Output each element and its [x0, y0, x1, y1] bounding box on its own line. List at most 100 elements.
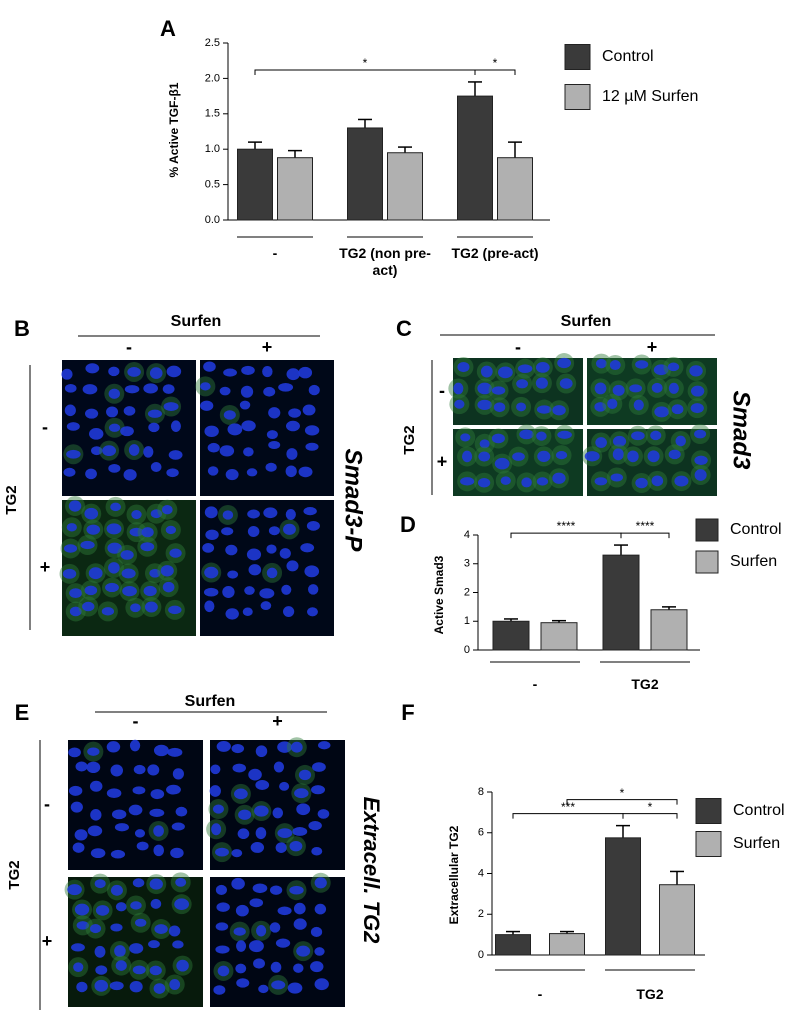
micrograph	[210, 872, 345, 1007]
nucleus	[512, 452, 525, 461]
significance-bracket	[620, 532, 670, 539]
nucleus	[460, 433, 471, 442]
nucleus	[266, 430, 278, 440]
nucleus	[85, 468, 97, 480]
bar	[549, 933, 585, 956]
panel-label: A	[160, 16, 176, 41]
nucleus	[144, 601, 158, 613]
stain-label: Smad3-P	[340, 449, 367, 553]
nucleus	[292, 827, 308, 836]
nucleus	[94, 945, 106, 958]
nucleus	[312, 762, 326, 772]
nucleus	[68, 500, 82, 512]
micrograph	[59, 496, 196, 636]
nucleus	[667, 362, 680, 372]
nucleus	[255, 827, 267, 840]
nucleus	[64, 404, 76, 417]
legend-label: Control	[602, 48, 654, 65]
legend-swatch	[695, 831, 722, 857]
nucleus	[647, 450, 660, 463]
nucleus	[129, 739, 141, 752]
nucleus	[69, 588, 83, 599]
nucleus	[310, 961, 324, 973]
nucleus	[304, 565, 320, 578]
nucleus	[552, 405, 566, 416]
nucleus	[610, 473, 623, 482]
nucleus	[282, 606, 295, 617]
nucleus	[203, 361, 216, 372]
nucleus	[88, 567, 103, 580]
stain-label: Extracell. TG2	[359, 797, 384, 945]
nucleus	[277, 906, 292, 916]
nucleus	[200, 400, 214, 411]
nucleus	[298, 366, 313, 379]
column-label: -	[515, 337, 521, 357]
nucleus	[612, 435, 627, 447]
nucleus	[535, 362, 550, 373]
y-tick-label: 1.5	[205, 108, 220, 120]
nucleus	[612, 384, 625, 396]
nucleus	[63, 544, 78, 553]
micrograph-bg	[453, 429, 583, 496]
nucleus	[594, 477, 608, 486]
nucleus	[296, 803, 311, 816]
nucleus	[269, 922, 281, 933]
nucleus	[210, 764, 221, 775]
nucleus	[161, 505, 173, 515]
nucleus	[162, 581, 175, 593]
legend-label: Surfen	[730, 553, 777, 570]
significance-label: ***	[561, 800, 575, 814]
nucleus	[111, 809, 127, 820]
nucleus	[298, 769, 312, 781]
nucleus	[216, 740, 231, 752]
x-tick-label: -	[537, 986, 543, 1002]
nucleus	[69, 606, 82, 617]
nucleus	[314, 877, 327, 889]
nucleus	[555, 451, 568, 460]
nucleus	[275, 938, 291, 948]
nucleus	[635, 360, 649, 369]
nucleus	[249, 898, 264, 908]
row-label: -	[42, 417, 48, 437]
nucleus	[242, 607, 253, 617]
bar	[540, 622, 578, 651]
nucleus	[477, 478, 491, 488]
nucleus	[238, 809, 252, 820]
nucleus	[650, 430, 662, 441]
nucleus	[537, 450, 551, 463]
legend-label: 12 µM Surfen	[602, 88, 698, 105]
significance-label: ****	[636, 519, 655, 533]
nucleus	[460, 477, 475, 486]
nucleus	[141, 527, 154, 538]
nucleus	[314, 978, 329, 991]
nucleus	[131, 510, 142, 520]
nucleus	[266, 567, 278, 579]
nucleus	[107, 542, 122, 554]
nucleus	[216, 902, 230, 912]
row-title: TG2	[401, 425, 418, 454]
nucleus	[289, 840, 303, 852]
nucleus	[557, 430, 572, 439]
nucleus	[255, 780, 270, 790]
nucleus	[258, 984, 269, 994]
bar	[495, 934, 531, 956]
nucleus	[110, 502, 121, 512]
nucleus	[170, 847, 184, 859]
nucleus	[207, 466, 219, 476]
nucleus	[453, 382, 464, 395]
nucleus	[106, 788, 122, 799]
nucleus	[134, 829, 146, 838]
panel-label: B	[14, 316, 30, 341]
significance-label: *	[620, 786, 625, 800]
micrograph	[195, 360, 334, 496]
nucleus	[162, 384, 175, 394]
nucleus	[149, 808, 165, 818]
nucleus	[237, 828, 250, 840]
nucleus	[288, 408, 302, 418]
nucleus	[287, 982, 303, 994]
nucleus	[221, 527, 234, 536]
nucleus	[241, 365, 255, 375]
nucleus	[84, 585, 98, 596]
nucleus	[106, 406, 119, 418]
